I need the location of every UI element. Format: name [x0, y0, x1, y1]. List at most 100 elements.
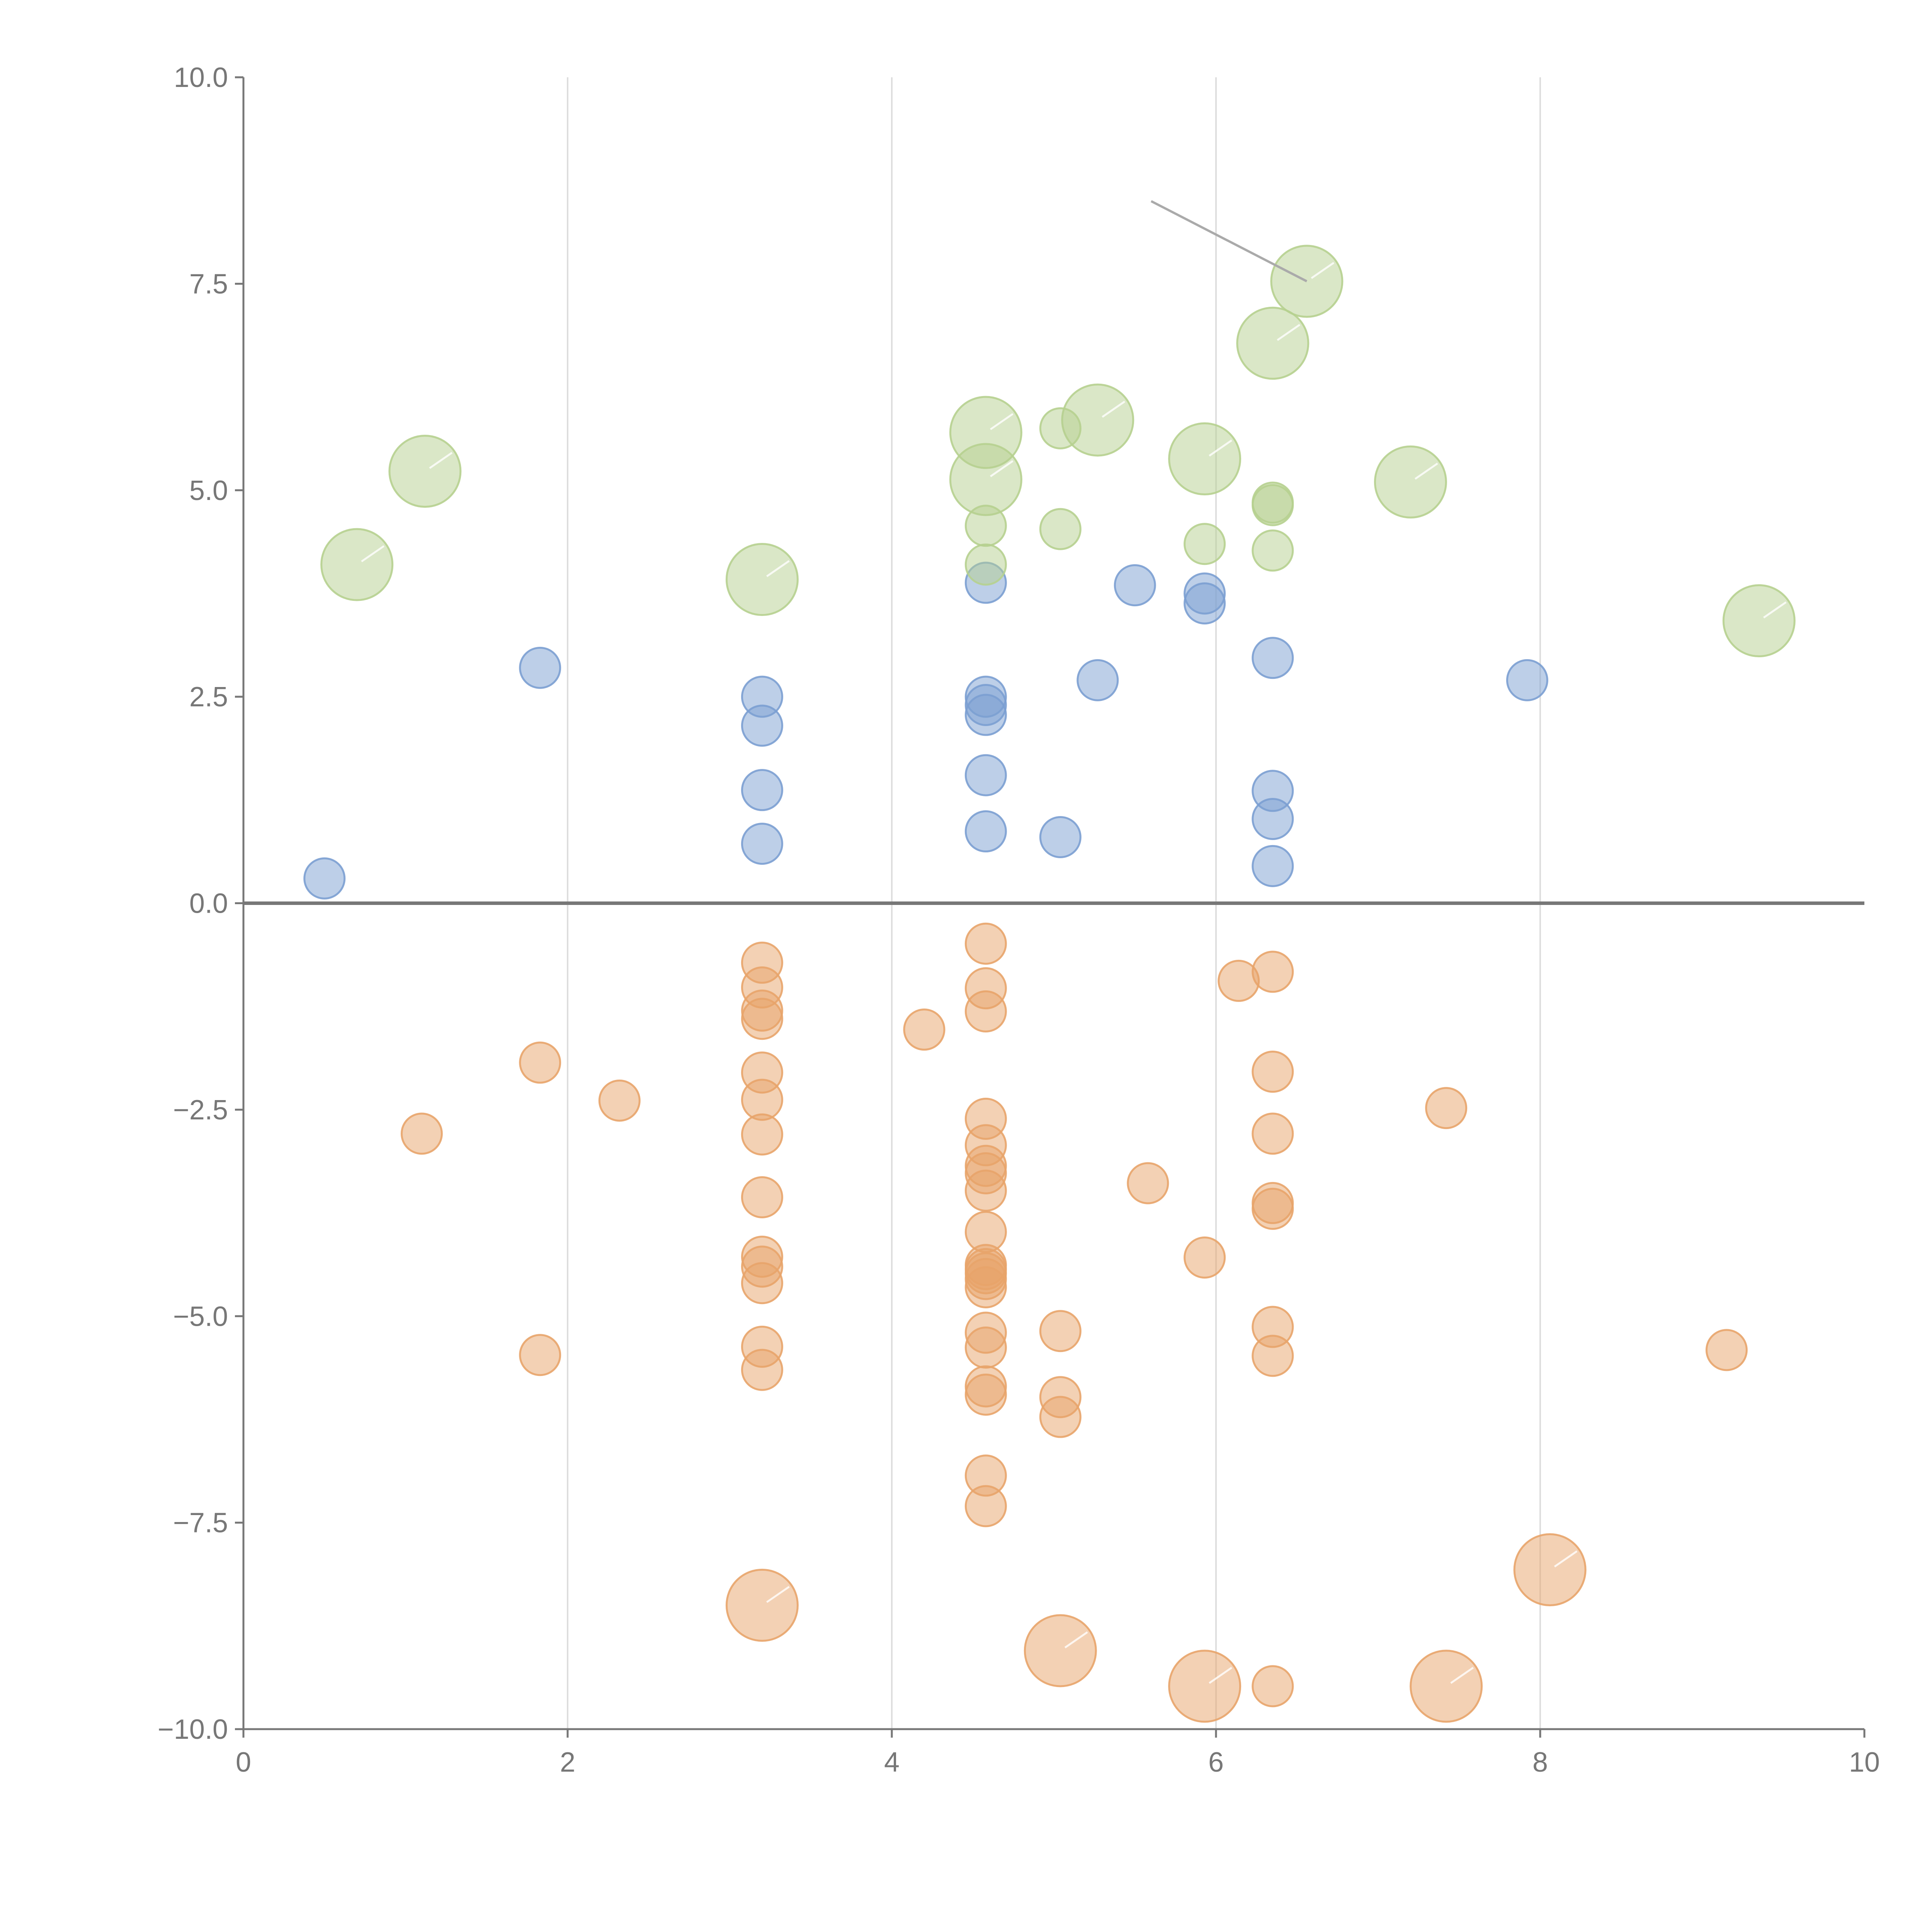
blue-bubble — [1184, 582, 1226, 625]
orange-bubble — [1184, 1236, 1226, 1279]
orange-bubble — [1127, 1162, 1169, 1204]
y-tick-label: 0.0 — [189, 888, 228, 919]
green-bubble-highlight — [361, 545, 385, 563]
x-tick-label: 4 — [884, 1747, 900, 1778]
green-bubble-highlight — [990, 413, 1014, 430]
green-bubble — [1722, 584, 1796, 657]
blue-bubble — [1114, 564, 1156, 607]
orange-bubble — [1425, 1087, 1468, 1129]
green-bubble — [320, 528, 394, 601]
green-bubble — [964, 543, 1007, 586]
green-bubble — [1252, 529, 1294, 572]
orange-bubble — [964, 1169, 1007, 1212]
orange-bubble — [741, 1113, 783, 1156]
orange-bubble — [725, 1568, 799, 1642]
orange-bubble — [1252, 951, 1294, 993]
orange-bubble — [964, 922, 1007, 965]
green-bubble — [964, 505, 1007, 547]
blue-bubble — [1077, 659, 1119, 701]
y-tick-label: 5.0 — [189, 475, 228, 506]
orange-bubble-highlight — [1450, 1667, 1474, 1684]
orange-bubble — [400, 1112, 443, 1155]
y-tick-label: 10.0 — [174, 62, 228, 93]
orange-bubble — [519, 1041, 561, 1084]
annotations — [1150, 200, 1308, 282]
blue-bubble — [964, 694, 1007, 736]
orange-bubble — [1039, 1396, 1082, 1438]
blue-bubble — [741, 823, 783, 865]
orange-bubble — [1039, 1310, 1082, 1352]
orange-bubble — [1024, 1614, 1097, 1687]
orange-bubble — [741, 1349, 783, 1391]
orange-bubble — [519, 1334, 561, 1376]
data-points — [303, 245, 1796, 1723]
orange-bubble — [1252, 1665, 1294, 1708]
blue-bubble — [1252, 798, 1294, 840]
orange-bubble — [1168, 1650, 1242, 1723]
x-tick-label: 6 — [1208, 1747, 1224, 1778]
green-bubble-highlight — [766, 560, 790, 577]
orange-bubble-highlight — [1064, 1631, 1088, 1648]
orange-bubble — [741, 998, 783, 1040]
green-bubble-highlight — [1209, 439, 1233, 457]
blue-bubble — [1506, 659, 1548, 701]
green-bubble — [1168, 422, 1242, 496]
y-tick-label: −10.0 — [158, 1714, 228, 1745]
orange-bubble-highlight — [1209, 1667, 1233, 1684]
green-bubble — [388, 435, 462, 508]
blue-bubble — [1252, 845, 1294, 887]
green-bubble-highlight — [1414, 463, 1438, 480]
orange-bubble — [964, 1485, 1007, 1527]
green-bubble — [1039, 407, 1082, 449]
green-bubble-highlight — [1311, 262, 1335, 279]
orange-bubble — [1410, 1650, 1483, 1723]
green-bubble — [1374, 445, 1447, 519]
green-bubble — [1184, 523, 1226, 565]
blue-bubble — [303, 857, 346, 900]
orange-bubble-highlight — [766, 1586, 790, 1603]
blue-bubble — [964, 754, 1007, 796]
annotation-leader-line — [1150, 200, 1308, 282]
green-bubble — [1236, 306, 1310, 380]
green-bubble-highlight — [990, 460, 1014, 478]
orange-bubble — [1705, 1329, 1748, 1371]
blue-bubble — [741, 769, 783, 811]
blue-bubble — [964, 810, 1007, 853]
green-bubble — [949, 443, 1022, 516]
orange-bubble — [964, 1373, 1007, 1416]
blue-bubble — [1252, 637, 1294, 679]
green-bubble — [725, 543, 799, 616]
orange-bubble — [903, 1009, 946, 1051]
x-tick-label: 0 — [236, 1747, 251, 1778]
x-tick-label: 10 — [1849, 1747, 1880, 1778]
green-bubble-highlight — [429, 452, 453, 469]
green-bubble-highlight — [1763, 601, 1787, 619]
orange-bubble — [1252, 1051, 1294, 1093]
x-tick-label: 8 — [1532, 1747, 1548, 1778]
y-tick-label: −7.5 — [173, 1508, 228, 1539]
axes — [242, 77, 1864, 1730]
y-tick-label: 7.5 — [189, 269, 228, 299]
orange-bubble — [741, 1262, 783, 1304]
orange-bubble — [598, 1079, 641, 1122]
orange-bubble-highlight — [1554, 1550, 1578, 1568]
orange-bubble — [1252, 1187, 1294, 1230]
green-bubble-highlight — [1277, 324, 1301, 341]
y-axis-ticks: −10.0 −7.5 −5.0 −2.5 0.0 2.5 5.0 7.5 10.0 — [158, 62, 243, 1745]
x-axis-ticks: 0 2 4 6 8 10 — [236, 1729, 1880, 1778]
orange-bubble — [1252, 1112, 1294, 1155]
y-tick-label: −2.5 — [173, 1095, 228, 1126]
orange-bubble — [741, 1176, 783, 1218]
blue-bubble — [519, 646, 561, 689]
orange-bubble — [1513, 1533, 1587, 1606]
green-bubble — [1039, 508, 1082, 550]
green-bubble — [1252, 484, 1294, 526]
green-bubble-highlight — [1102, 401, 1126, 418]
blue-bubble — [741, 704, 783, 747]
orange-bubble — [1252, 1335, 1294, 1377]
orange-bubble — [964, 990, 1007, 1033]
orange-bubble — [964, 1266, 1007, 1308]
orange-bubble — [964, 1326, 1007, 1369]
y-tick-label: −5.0 — [173, 1301, 228, 1332]
